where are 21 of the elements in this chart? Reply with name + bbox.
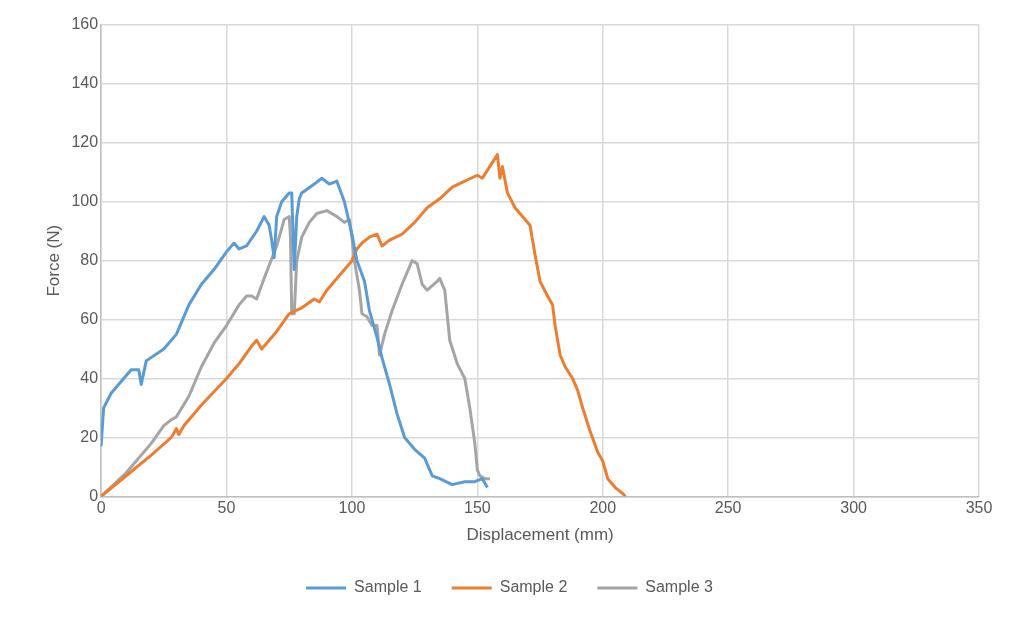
y-axis-title: Force (N) (43, 224, 63, 297)
legend-label: Sample 1 (354, 578, 422, 596)
y-tick-label: 80 (80, 251, 99, 269)
x-tick-label: 350 (965, 499, 993, 517)
y-tick-label: 120 (71, 133, 99, 151)
x-tick-label: 100 (338, 499, 366, 517)
x-axis-title: Displacement (mm) (466, 525, 614, 545)
y-tick-label: 160 (71, 15, 99, 33)
y-tick-label: 60 (80, 310, 99, 328)
legend-label: Sample 2 (499, 578, 568, 596)
y-tick-label: 20 (80, 427, 99, 445)
x-tick-label: 200 (589, 499, 617, 517)
x-tick-label: 150 (463, 499, 491, 517)
legend-label: Sample 3 (645, 578, 713, 596)
x-tick-label: 250 (714, 499, 742, 517)
x-tick-label: 300 (840, 499, 868, 517)
y-tick-label: 100 (71, 192, 99, 210)
y-tick-label: 140 (71, 74, 99, 92)
x-tick-label: 50 (217, 499, 236, 517)
y-tick-label: 0 (89, 486, 99, 504)
y-tick-label: 40 (80, 368, 99, 386)
